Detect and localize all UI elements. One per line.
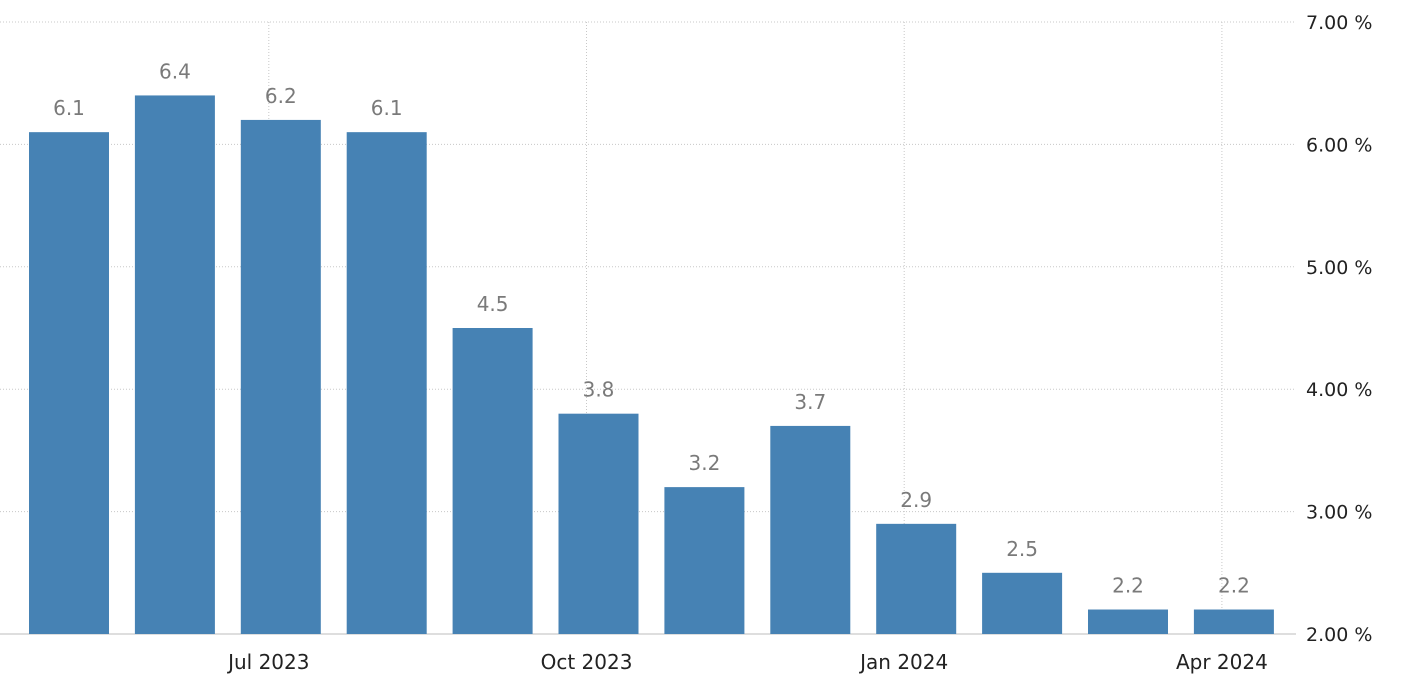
x-axis: Jul 2023 Oct 2023 Jan 2024 Apr 2024	[226, 650, 1268, 674]
bar	[346, 132, 427, 634]
data-label: 6.1	[371, 96, 403, 120]
data-label: 3.7	[794, 390, 826, 414]
x-tick-label: Jan 2024	[858, 650, 948, 674]
data-label: 4.5	[477, 292, 509, 316]
data-label: 3.2	[688, 451, 720, 475]
data-label: 3.8	[583, 378, 615, 402]
data-label: 6.1	[53, 96, 85, 120]
y-tick-label: 2.00 %	[1306, 624, 1372, 646]
data-label: 6.4	[159, 59, 191, 83]
y-axis: 7.00 % 6.00 % 5.00 % 4.00 % 3.00 % 2.00 %	[1306, 12, 1372, 646]
bar	[452, 328, 533, 634]
bar	[29, 132, 109, 634]
x-tick-label: Jul 2023	[226, 650, 309, 674]
gridlines	[0, 21, 1296, 635]
y-tick-label: 6.00 %	[1306, 134, 1372, 156]
data-label: 2.2	[1218, 574, 1250, 598]
data-labels: 6.1 6.4 6.2 6.1 4.5 3.8 3.2 3.7 2.9 2.5 2.2 2.2	[53, 59, 1250, 597]
y-tick-label: 5.00 %	[1306, 257, 1372, 279]
bar	[1088, 609, 1168, 634]
data-label: 2.9	[900, 488, 932, 512]
bar	[134, 95, 215, 634]
bar	[1193, 609, 1274, 634]
data-label: 2.5	[1006, 537, 1038, 561]
x-tick-label: Oct 2023	[541, 650, 633, 674]
data-label: 2.2	[1112, 574, 1144, 598]
data-label: 6.2	[265, 84, 297, 108]
bar	[664, 487, 745, 634]
x-tick-label: Apr 2024	[1176, 650, 1268, 674]
bars	[29, 95, 1274, 635]
bar	[982, 572, 1063, 634]
bar	[240, 119, 321, 635]
y-tick-label: 3.00 %	[1306, 502, 1372, 524]
bar	[770, 425, 851, 634]
y-tick-label: 7.00 %	[1306, 12, 1372, 34]
y-tick-label: 4.00 %	[1306, 379, 1372, 401]
bar	[876, 523, 957, 634]
bar	[558, 413, 639, 634]
